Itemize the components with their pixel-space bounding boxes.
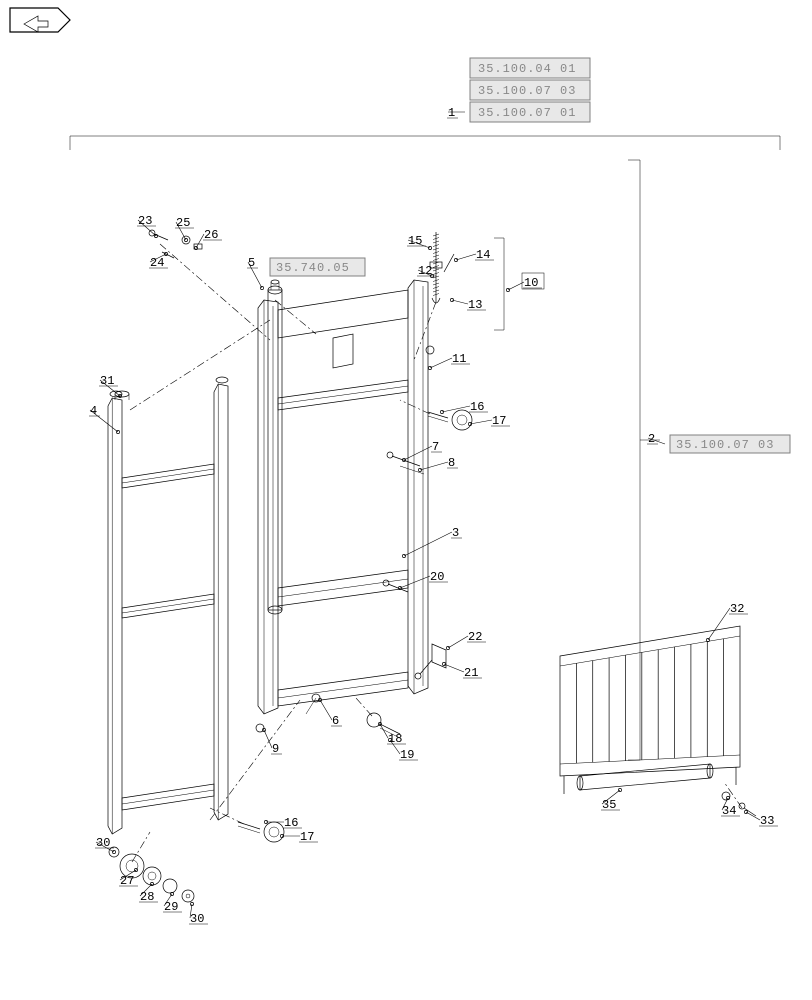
roller-lower	[238, 822, 284, 842]
inner-mast-frame	[258, 280, 428, 714]
bracket-21-22	[415, 644, 446, 679]
callout-24-25: 24	[149, 252, 168, 270]
svg-text:35.100.07 03: 35.100.07 03	[478, 84, 576, 98]
svg-text:35.100.07 01: 35.100.07 01	[478, 106, 576, 120]
lift-cylinder	[268, 280, 282, 614]
callout-30-32: 30	[95, 836, 116, 854]
svg-text:35.100.04 01: 35.100.04 01	[478, 62, 576, 76]
ref-box-top-0: 35.100.04 01	[470, 58, 590, 78]
ref-box-top-2: 35.100.07 01	[470, 102, 590, 122]
callout-18-19: 18	[378, 722, 406, 746]
callout-15-14: 15	[407, 234, 432, 250]
return-icon	[10, 8, 70, 32]
ref-box-5: 35.740.05	[270, 258, 365, 276]
diagram-canvas: 35.100.04 01 35.100.07 03 35.100.07 01 35.7…	[0, 0, 812, 1000]
callout-9-8: 9	[262, 728, 282, 756]
hardware-23-26	[149, 230, 202, 258]
callout-28-29: 28	[139, 882, 158, 904]
callout-33-35: 33	[744, 810, 778, 828]
callout-29-30: 29	[163, 892, 182, 914]
callout-13-12: 13	[450, 298, 486, 312]
bracket-1	[70, 136, 780, 150]
callout-22-23: 22	[446, 630, 486, 650]
callout-2-1: 2	[647, 432, 665, 446]
callout-5-4: 5	[247, 256, 264, 290]
outer-mast-frame	[108, 377, 228, 834]
callout-4-3: 4	[89, 404, 120, 434]
callout-35-37: 35	[601, 788, 622, 812]
callout-10-9: 10	[506, 273, 544, 292]
svg-text:35.740.05: 35.740.05	[276, 261, 350, 275]
callout-21-22: 21	[442, 662, 482, 680]
roller-upper	[428, 410, 472, 430]
tube-35	[577, 764, 713, 790]
bracket-2	[628, 160, 660, 760]
bracket-10	[494, 238, 504, 330]
callout-6-5: 6	[318, 698, 342, 728]
callout-17-16: 17	[468, 414, 510, 428]
callout-32-34: 32	[706, 602, 748, 642]
ref-box-2: 35.100.07 03	[670, 435, 790, 453]
chain-anchor-assy	[426, 232, 454, 354]
callout-3-2: 3	[402, 526, 462, 558]
callout-1-0: 1	[447, 106, 465, 120]
callout-26-27: 26	[194, 228, 222, 250]
callout-11-10: 11	[428, 352, 470, 370]
callout-16-15: 16	[440, 400, 488, 414]
callout-17-18: 17	[280, 830, 318, 844]
callout-14-13: 14	[454, 248, 494, 262]
svg-text:35.100.07 03: 35.100.07 03	[676, 438, 774, 452]
callout-27-28: 27	[119, 868, 138, 888]
ref-box-top-1: 35.100.07 03	[470, 80, 590, 100]
callout-25-26: 25	[175, 216, 194, 242]
callout-8-7: 8	[418, 456, 458, 472]
callout-30-31: 30	[189, 902, 208, 926]
